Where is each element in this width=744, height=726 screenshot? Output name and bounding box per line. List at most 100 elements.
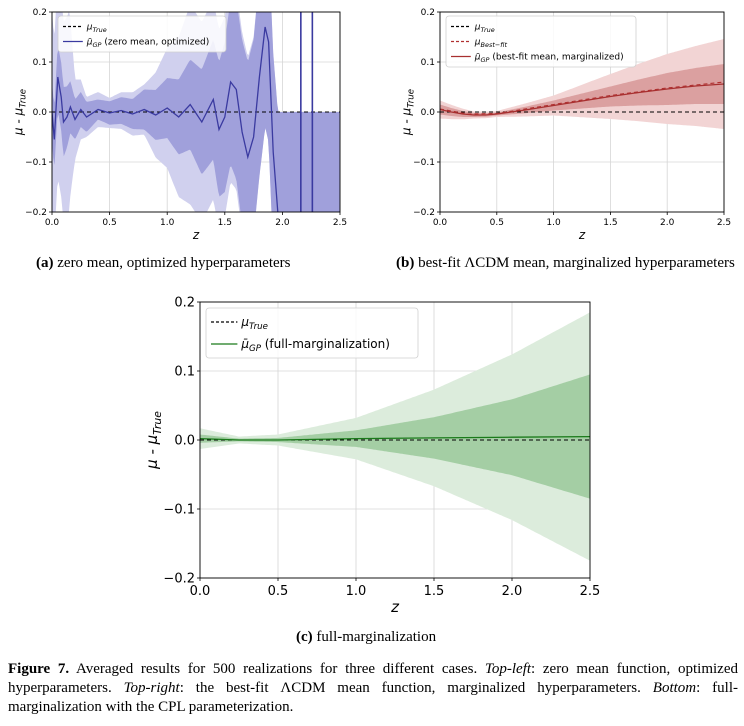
y-tick-label: 0.2: [33, 8, 47, 18]
x-tick-label: 2.0: [660, 218, 675, 228]
legend-box: [205, 307, 419, 359]
legend-entry-sub: GP: [249, 344, 262, 354]
legend-entry-text: (best-fit mean, marginalized): [489, 53, 623, 63]
legend-entry-text: (full-marginalization): [261, 337, 390, 351]
legend-entry: μ̄GP (full-marginalization): [240, 337, 390, 354]
legend-entry-symbol: μ̄: [86, 38, 93, 48]
caption-a: (a) zero mean, optimized hyperparameters: [36, 254, 366, 272]
panel-a-chart: 0.0 0.5 1.0 1.5 2.0 2.5 −0.2 −0.1 0.0 0.1 0.2 z μ - …: [11, 8, 347, 242]
legend-entry-sub: GP: [481, 56, 490, 64]
panel-b-chart: 0.0 0.5 1.0 1.5 2.0 2.5 −0.2 −0.1 0.0 0.1 0.2 z μ - …: [399, 8, 731, 242]
confidence-band-1sigma: [200, 374, 590, 499]
x-tick-label: 0.5: [268, 584, 289, 599]
x-tick-label: 1.5: [424, 584, 445, 599]
legend-entry-sub: True: [93, 26, 107, 34]
legend-entry: μTrue: [240, 315, 268, 332]
y-axis-label-sub: True: [406, 89, 416, 108]
legend-entry-sub: True: [249, 322, 268, 332]
y-tick-label: −0.1: [25, 158, 47, 168]
confidence-band-1sigma: [440, 64, 724, 117]
y-tick-label: −0.1: [413, 158, 435, 168]
legend-entry-sub: GP: [93, 41, 102, 49]
confidence-band-2sigma: [440, 39, 724, 129]
y-tick-label: 0.0: [33, 108, 48, 118]
mean-gp-line: [52, 26, 279, 212]
x-tick-label: 2.5: [580, 584, 601, 599]
figure-caption-s4: : full-marginalization with the CPL para…: [8, 680, 739, 715]
plot-area: [440, 39, 724, 129]
caption-b-label: (b): [396, 255, 415, 271]
figure-caption-top-left: Top-left: [484, 661, 532, 677]
figure-caption-s2: : zero mean function, optimized hyperpar…: [8, 661, 738, 696]
y-tick-label: 0.1: [33, 58, 47, 68]
x-tick-label: 1.0: [160, 218, 175, 228]
legend-entry: μTrue: [86, 23, 107, 34]
legend-entry-symbol: μ: [86, 23, 93, 33]
x-axis-label: z: [578, 228, 586, 242]
y-tick-label: 0.2: [421, 8, 435, 18]
x-tick-label: 2.5: [717, 218, 731, 228]
legend-entry: μBest−fit: [474, 38, 508, 49]
caption-c-text: full-marginalization: [312, 629, 437, 645]
x-tick-label: 2.5: [333, 218, 347, 228]
x-tick-label: 0.5: [490, 218, 504, 228]
caption-b: (b) best-fit ΛCDM mean, marginalized hyp…: [396, 254, 741, 272]
figure-caption: Figure 7. Averaged results for 500 reali…: [8, 660, 738, 717]
y-axis-label-sub: True: [151, 411, 164, 435]
caption-b-text: best-fit ΛCDM mean, marginalized hyperpa…: [414, 255, 735, 271]
y-tick-label: −0.1: [163, 503, 195, 518]
legend-entry: μ̄GP (zero mean, optimized): [86, 38, 209, 49]
caption-c: (c) full-marginalization: [296, 628, 546, 646]
figure-caption-top-right: Top-right: [123, 680, 180, 696]
legend-entry-symbol: μ: [474, 23, 481, 33]
y-tick-label: 0.1: [174, 365, 195, 380]
x-tick-label: 0.5: [102, 218, 116, 228]
legend-box: [445, 15, 637, 68]
legend-entry-symbol: μ̄: [474, 53, 481, 63]
x-axis-label: z: [192, 228, 200, 242]
figure-caption-s1: Averaged results for 500 realizations fo…: [69, 661, 485, 677]
legend-entry-symbol: μ̄: [240, 337, 249, 351]
plot-area: [200, 312, 590, 561]
caption-a-label: (a): [36, 255, 54, 271]
legend-entry-symbol: μ: [474, 38, 481, 48]
figure-caption-label: Figure 7.: [8, 661, 70, 677]
plot-area: [52, 12, 340, 212]
caption-a-text: zero mean, optimized hyperparameters: [53, 255, 291, 271]
x-tick-label: 2.0: [275, 218, 290, 228]
x-tick-label: 0.0: [190, 584, 211, 599]
x-tick-label: 0.0: [45, 218, 60, 228]
panel-c-chart: 0.0 0.5 1.0 1.5 2.0 2.5 −0.2 −0.1 0.0 0.1 0.2 z μ - …: [143, 296, 600, 616]
y-axis-label-sub: True: [18, 89, 28, 108]
caption-c-label: (c): [296, 629, 313, 645]
figure-caption-s3: : the best-fit ΛCDM mean function, margi…: [179, 680, 653, 696]
x-tick-label: 1.0: [346, 584, 367, 599]
legend-entry-symbol: μ: [240, 315, 249, 329]
y-axis-label: μ - μTrue: [399, 89, 416, 136]
legend-box: [57, 15, 227, 53]
x-tick-label: 1.5: [603, 218, 617, 228]
y-tick-label: −0.2: [163, 572, 195, 587]
y-axis-label: μ - μTrue: [11, 89, 28, 136]
legend-entry-sub: Best−fit: [481, 41, 508, 49]
x-tick-label: 1.0: [546, 218, 561, 228]
y-tick-label: 0.0: [421, 108, 436, 118]
y-tick-label: 0.2: [174, 296, 195, 311]
legend-entry: μ̄GP (best-fit mean, marginalized): [474, 53, 624, 64]
x-tick-label: 2.0: [502, 584, 523, 599]
legend-entry: μTrue: [474, 23, 495, 34]
x-tick-label: 1.5: [218, 218, 232, 228]
y-tick-label: −0.2: [25, 208, 47, 218]
y-tick-label: −0.2: [413, 208, 435, 218]
x-axis-label: z: [390, 598, 400, 616]
legend-entry-text: (zero mean, optimized): [101, 38, 209, 48]
x-tick-label: 0.0: [433, 218, 448, 228]
figure-caption-bottom: Bottom: [652, 680, 697, 696]
y-axis-label: μ - μTrue: [143, 411, 164, 470]
mean-gp-line: [200, 435, 590, 441]
y-tick-label: 0.0: [174, 434, 195, 449]
